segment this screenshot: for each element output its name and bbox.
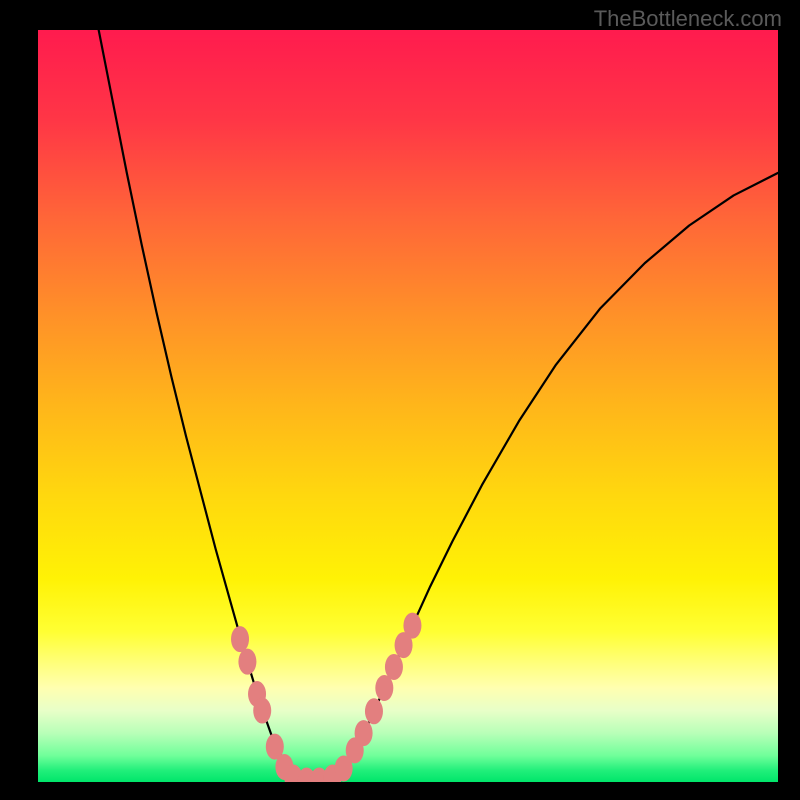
data-marker — [231, 626, 249, 652]
plot-area — [38, 30, 778, 782]
chart-svg — [38, 30, 778, 782]
watermark-text: TheBottleneck.com — [594, 6, 782, 32]
data-marker — [355, 720, 373, 746]
chart-container: TheBottleneck.com — [0, 0, 800, 800]
data-marker — [403, 613, 421, 639]
data-marker — [385, 654, 403, 680]
data-marker — [365, 698, 383, 724]
data-marker — [238, 649, 256, 675]
gradient-background — [38, 30, 778, 782]
data-marker — [253, 698, 271, 724]
